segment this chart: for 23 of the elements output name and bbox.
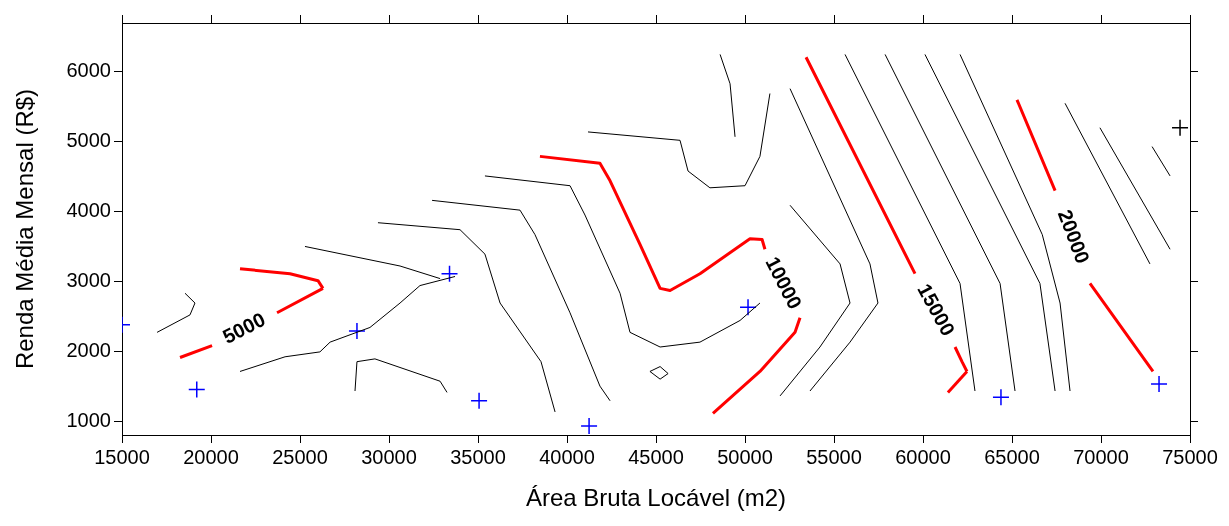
x-axis-title: Área Bruta Locável (m2)	[525, 484, 787, 512]
x-tick-label: 35000	[450, 445, 506, 468]
y-tick-label: 3000	[66, 268, 111, 291]
x-tick-label: 60000	[895, 445, 951, 468]
x-tick-label: 65000	[984, 445, 1040, 468]
x-tick-label: 75000	[1162, 445, 1218, 468]
x-tick-label: 50000	[717, 445, 773, 468]
y-tick-label: 1000	[66, 408, 111, 431]
x-tick-label: 20000	[183, 445, 239, 468]
annotation: 5000	[219, 308, 269, 348]
x-tick-label: 45000	[628, 445, 684, 468]
y-tick-label: 5000	[66, 129, 111, 152]
y-tick-label: 4000	[66, 199, 111, 222]
x-tick-label: 25000	[272, 445, 328, 468]
x-tick-label: 40000	[539, 445, 595, 468]
y-axis-title: Renda Média Mensal (R$)	[11, 88, 39, 370]
x-tick-label: 70000	[1073, 445, 1129, 468]
y-tick-label: 2000	[66, 338, 111, 361]
annotation: 20000	[1053, 206, 1094, 267]
x-tick-label: 55000	[806, 445, 862, 468]
x-tick-label: 30000	[361, 445, 417, 468]
x-tick-label: 15000	[94, 445, 150, 468]
y-tick-label: 6000	[66, 59, 111, 82]
